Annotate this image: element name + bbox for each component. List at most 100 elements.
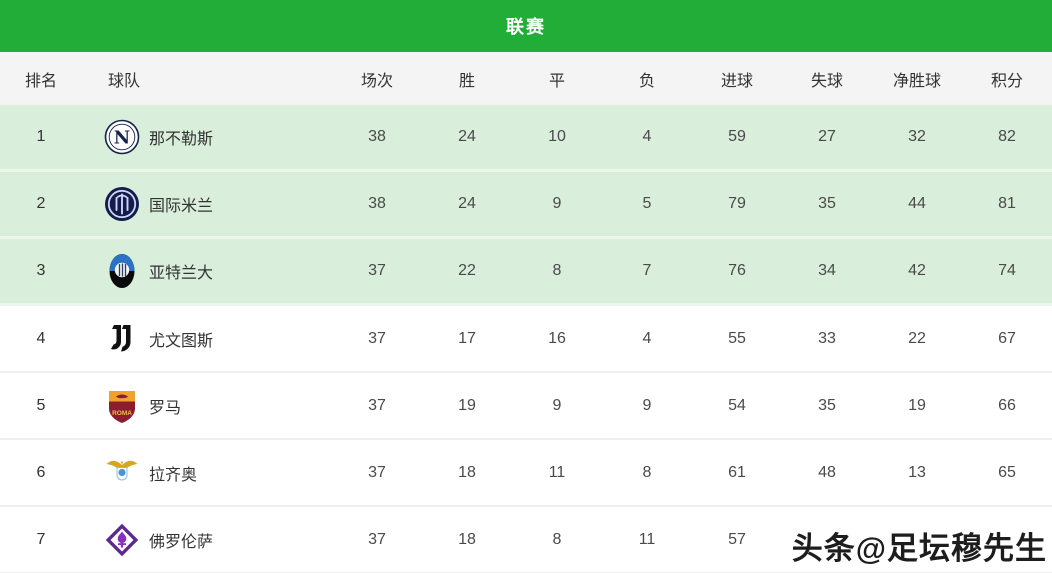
stat-cell: 33 <box>818 329 836 347</box>
stat-cell: 35 <box>818 195 836 212</box>
stat-cell: 18 <box>458 530 476 548</box>
table-row[interactable]: 3 亚特兰大 37 22 8 7 76 34 42 74 <box>0 239 1052 306</box>
stat-cell: 59 <box>728 128 746 145</box>
stat-cell: 5 <box>642 195 652 212</box>
fiorentina-crest-icon <box>104 522 140 558</box>
rank-cell: 5 <box>36 396 46 414</box>
team-name: 罗马 <box>149 399 182 417</box>
stat-cell: 76 <box>728 262 746 279</box>
table-row[interactable]: 2 国际米兰 38 24 9 5 79 35 44 81 <box>0 172 1052 239</box>
column-header-played: 场次 <box>360 72 393 90</box>
stat-cell: 18 <box>458 463 476 481</box>
stat-cell: 66 <box>998 396 1016 414</box>
stat-cell: 38 <box>368 195 386 212</box>
stat-cell: 37 <box>368 530 386 548</box>
column-header-goals-for: 进球 <box>720 72 753 90</box>
napoli-crest-icon: N <box>104 119 140 155</box>
stat-cell: 38 <box>368 128 386 145</box>
team-name: 尤文图斯 <box>149 332 214 350</box>
stat-cell: 37 <box>368 396 386 414</box>
stat-cell: 7 <box>642 262 652 279</box>
rank-cell: 7 <box>36 530 46 548</box>
svg-text:ROMA: ROMA <box>112 410 132 417</box>
stat-cell: 22 <box>458 262 476 279</box>
team-cell: 亚特兰大 <box>82 253 332 289</box>
table-row[interactable]: 5 ROMA 罗马 37 19 9 9 54 35 19 66 <box>0 373 1052 440</box>
stat-cell: 57 <box>728 530 746 548</box>
stat-cell: 10 <box>548 128 566 145</box>
stat-cell: 13 <box>908 463 926 481</box>
stat-cell: 8 <box>552 530 562 548</box>
stat-cell: 48 <box>818 463 836 481</box>
column-header-wins: 胜 <box>458 72 475 90</box>
juventus-crest-icon <box>104 321 140 357</box>
column-header-draws: 平 <box>548 72 565 90</box>
svg-text:N: N <box>114 128 130 149</box>
stat-cell: 9 <box>552 396 562 414</box>
team-cell: N 那不勒斯 <box>82 119 332 155</box>
rank-cell: 3 <box>36 262 46 279</box>
stat-cell: 22 <box>908 329 926 347</box>
stat-cell: 44 <box>908 195 926 212</box>
stat-cell: 32 <box>908 128 926 145</box>
column-header-points: 积分 <box>990 72 1023 90</box>
stat-cell: 35 <box>818 396 836 414</box>
stat-cell: 19 <box>908 396 926 414</box>
stat-cell: 9 <box>642 396 652 414</box>
stat-cell: 55 <box>728 329 746 347</box>
stat-cell: 27 <box>818 128 836 145</box>
stat-cell: 24 <box>458 195 476 212</box>
column-header-rank: 排名 <box>24 72 57 90</box>
stat-cell: 37 <box>368 262 386 279</box>
column-header-goals-against: 失球 <box>810 72 843 90</box>
stat-cell: 65 <box>998 463 1016 481</box>
stat-cell: 17 <box>458 329 476 347</box>
lazio-crest-icon <box>104 455 140 491</box>
column-header-team: 球队 <box>108 72 141 90</box>
roma-crest-icon: ROMA <box>104 388 140 424</box>
team-name: 亚特兰大 <box>149 265 214 282</box>
rank-cell: 6 <box>36 463 46 481</box>
stat-cell: 16 <box>548 329 566 347</box>
rank-cell: 2 <box>36 195 46 212</box>
stat-cell: 11 <box>638 530 656 548</box>
stat-cell: 67 <box>998 329 1016 347</box>
table-row[interactable]: 6 拉齐奥 37 18 11 8 61 48 13 65 <box>0 440 1052 507</box>
column-header-losses: 负 <box>638 72 655 90</box>
stat-cell: 79 <box>728 195 746 212</box>
stat-cell: 24 <box>458 128 476 145</box>
stat-cell: 8 <box>642 463 652 481</box>
stat-cell: 11 <box>548 463 566 481</box>
table-row[interactable]: 4 尤文图斯 37 17 16 4 55 33 22 67 <box>0 306 1052 373</box>
team-cell: 国际米兰 <box>82 186 332 222</box>
stat-cell: 82 <box>998 128 1016 145</box>
table-row[interactable]: 1 N 那不勒斯 38 24 10 4 59 27 32 82 <box>0 105 1052 172</box>
table-header-row: 排名 球队 场次 胜 平 负 进球 失球 净胜球 积分 <box>0 52 1052 105</box>
stat-cell: 8 <box>552 262 562 279</box>
league-banner: 联赛 <box>0 0 1052 52</box>
stat-cell: 81 <box>998 195 1016 212</box>
stat-cell: 9 <box>552 195 562 212</box>
team-name: 拉齐奥 <box>149 466 198 484</box>
stat-cell: 61 <box>728 463 746 481</box>
team-cell: ROMA 罗马 <box>82 388 332 424</box>
stat-cell: 4 <box>642 128 652 145</box>
stat-cell: 37 <box>368 329 386 347</box>
team-name: 国际米兰 <box>149 198 214 215</box>
inter-crest-icon <box>104 186 140 222</box>
team-name: 佛罗伦萨 <box>149 533 214 551</box>
stat-cell: 19 <box>458 396 476 414</box>
page-title: 联赛 <box>506 17 546 37</box>
team-cell: 佛罗伦萨 <box>82 522 332 558</box>
team-name: 那不勒斯 <box>149 131 214 148</box>
stat-cell: 37 <box>368 463 386 481</box>
stat-cell: 42 <box>908 262 926 279</box>
stat-cell: 4 <box>642 329 652 347</box>
rank-cell: 1 <box>36 128 46 145</box>
team-cell: 尤文图斯 <box>82 321 332 357</box>
table-row[interactable]: 7 佛罗伦萨 37 18 8 11 57 <box>0 507 1052 573</box>
atalanta-crest-icon <box>104 253 140 289</box>
column-header-goal-difference: 净胜球 <box>892 72 941 90</box>
rank-cell: 4 <box>36 329 46 347</box>
stat-cell: 54 <box>728 396 746 414</box>
